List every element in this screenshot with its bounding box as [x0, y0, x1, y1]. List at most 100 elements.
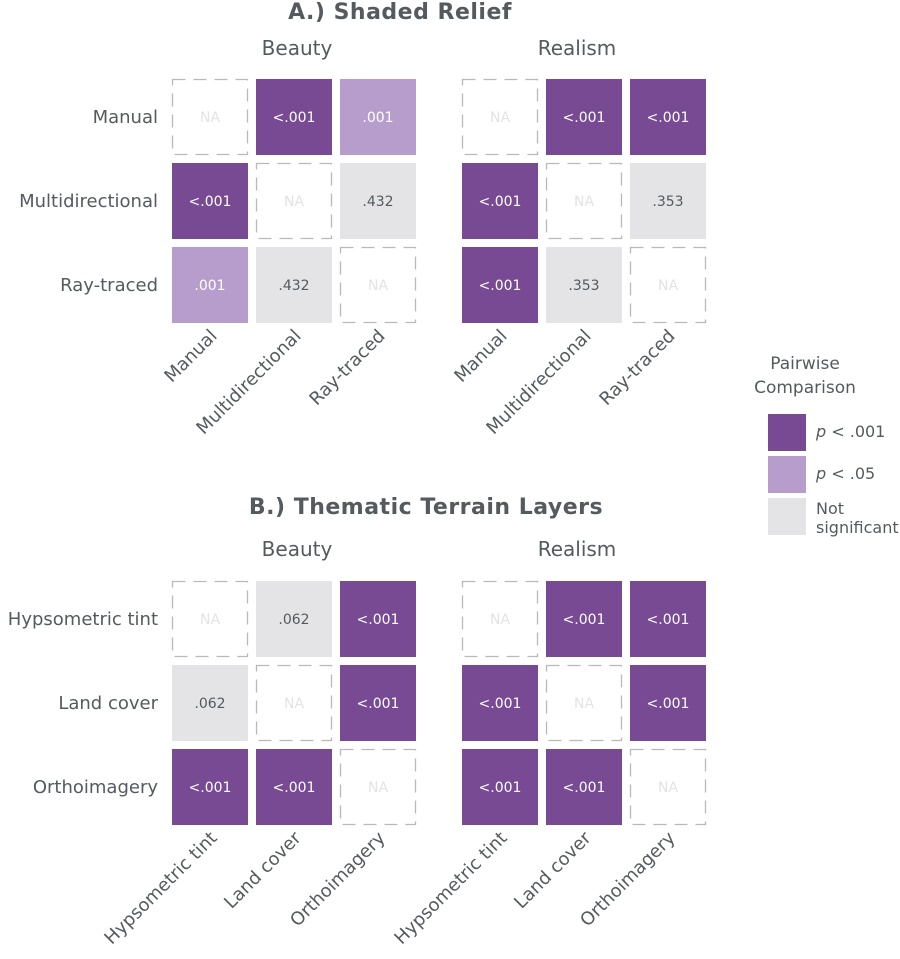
heatmap-cell-a-realism-0-2 — [630, 79, 706, 155]
legend-label-ns-line1: Not — [816, 499, 844, 518]
heatmap-cell-a-beauty-0-0 — [171, 78, 249, 156]
heatmap-cell-a-beauty-1-2 — [340, 163, 416, 239]
cell-label-a-beauty-1-2: .432 — [362, 194, 393, 210]
col-label-a-beauty-manual: Manual — [160, 326, 221, 387]
col-label-a-beauty-ray-traced: Ray-traced — [305, 326, 389, 410]
heatmap-cell-b-realism-2-0 — [462, 749, 538, 825]
col-label-b-beauty-land-cover: Land cover — [220, 827, 306, 913]
legend-title-line2: Comparison — [754, 378, 856, 398]
cell-label-b-beauty-2-0: <.001 — [189, 780, 232, 796]
heatmap-cell-b-realism-0-1 — [546, 581, 622, 657]
heatmap-cell-b-beauty-2-2 — [339, 748, 417, 826]
heatmap-cell-a-realism-0-0 — [461, 78, 539, 156]
panel-title-b-beauty: Beauty — [262, 537, 333, 561]
cell-label-b-beauty-0-1: .062 — [278, 612, 309, 628]
cell-label-b-realism-2-2: NA — [658, 780, 678, 796]
heatmap-cell-b-beauty-0-2 — [340, 581, 416, 657]
panel-title-a-beauty: Beauty — [262, 36, 333, 60]
cell-label-a-beauty-2-0: .001 — [194, 278, 225, 294]
heatmap-cell-b-beauty-0-1 — [256, 581, 332, 657]
heatmap-cell-b-realism-0-2 — [630, 581, 706, 657]
cell-label-b-realism-1-1: NA — [574, 696, 594, 712]
cell-label-a-beauty-2-1: .432 — [278, 278, 309, 294]
cell-label-b-realism-1-2: <.001 — [647, 696, 690, 712]
heatmap-a-realism: NA <.001 <.001 <.001 NA .353 <.001 .353 NA Manual… — [450, 78, 707, 439]
panel-title-b-realism: Realism — [538, 537, 617, 561]
cell-label-a-realism-1-2: .353 — [652, 194, 683, 210]
cell-label-a-realism-1-1: NA — [574, 194, 594, 210]
heatmap-cell-a-realism-2-2 — [629, 246, 707, 324]
cell-label-b-realism-2-0: <.001 — [479, 780, 522, 796]
row-label-a-beauty-manual: Manual — [93, 107, 158, 128]
heatmap-cell-b-beauty-2-0 — [172, 749, 248, 825]
row-label-b-beauty-land-cover: Land cover — [58, 693, 158, 714]
cell-label-a-beauty-1-0: <.001 — [189, 194, 232, 210]
heatmap-cell-b-realism-1-2 — [630, 665, 706, 741]
legend-title-line1: Pairwise — [770, 354, 840, 374]
cell-label-a-realism-2-0: <.001 — [479, 278, 522, 294]
cell-label-b-beauty-1-2: <.001 — [357, 696, 400, 712]
legend-label-weak: p < .05 — [815, 464, 875, 483]
legend: Pairwise Comparison p < .001 p < .05 Not… — [754, 354, 899, 537]
heatmap-cell-b-realism-2-1 — [546, 749, 622, 825]
row-label-b-beauty-hypsometric-tint: Hypsometric tint — [8, 609, 158, 630]
col-label-a-realism-manual: Manual — [450, 326, 511, 387]
heatmap-cell-a-beauty-2-2 — [339, 246, 417, 324]
cell-label-a-beauty-1-1: NA — [284, 194, 304, 210]
heatmap-cell-b-beauty-2-1 — [256, 749, 332, 825]
heatmap-cell-b-beauty-1-2 — [340, 665, 416, 741]
col-label-a-realism-ray-traced: Ray-traced — [595, 326, 679, 410]
row-label-a-beauty-ray-traced: Ray-traced — [60, 275, 158, 296]
legend-swatch-weak — [768, 456, 806, 493]
cell-label-b-beauty-0-0: NA — [200, 612, 220, 628]
heatmap-a-beauty: NA <.001 .001 <.001 NA .432 .001 .432 NA Manual Mu… — [19, 78, 417, 439]
cell-label-a-beauty-0-2: .001 — [362, 110, 393, 126]
heatmap-cell-a-realism-1-1 — [545, 162, 623, 240]
cell-label-a-realism-2-1: .353 — [568, 278, 599, 294]
panel-title-a-realism: Realism — [538, 36, 617, 60]
heatmap-cell-a-realism-2-0 — [462, 247, 538, 323]
heatmap-b-beauty: NA .062 <.001 .062 NA <.001 <.001 <.001 NA Hypsom… — [8, 580, 417, 949]
heatmap-cell-b-beauty-0-0 — [171, 580, 249, 658]
cell-label-b-realism-0-1: <.001 — [563, 612, 606, 628]
heatmap-b-realism: NA <.001 <.001 <.001 NA <.001 <.001 <.001 NA Hyps… — [390, 580, 707, 949]
col-label-b-realism-hypsometric-tint: Hypsometric tint — [390, 828, 511, 949]
heatmap-cell-a-realism-1-2 — [630, 163, 706, 239]
heatmap-cell-a-beauty-2-0 — [172, 247, 248, 323]
cell-label-a-realism-0-1: <.001 — [563, 110, 606, 126]
col-label-b-beauty-hypsometric-tint: Hypsometric tint — [100, 828, 221, 949]
section-title-b: B.) Thematic Terrain Layers — [249, 495, 603, 520]
heatmap-cell-b-realism-2-2 — [629, 748, 707, 826]
cell-label-a-realism-1-0: <.001 — [479, 194, 522, 210]
heatmap-cell-b-realism-0-0 — [461, 580, 539, 658]
cell-label-b-realism-0-2: <.001 — [647, 612, 690, 628]
heatmap-cell-a-beauty-1-0 — [172, 163, 248, 239]
heatmap-cell-b-beauty-1-1 — [255, 664, 333, 742]
heatmap-cell-b-realism-1-1 — [545, 664, 623, 742]
cell-label-b-realism-1-0: <.001 — [479, 696, 522, 712]
cell-label-a-realism-2-2: NA — [658, 278, 678, 294]
heatmap-cell-a-beauty-2-1 — [256, 247, 332, 323]
heatmap-cell-a-realism-2-1 — [546, 247, 622, 323]
heatmap-cell-a-beauty-1-1 — [255, 162, 333, 240]
cell-label-b-realism-2-1: <.001 — [563, 780, 606, 796]
cell-label-a-realism-0-2: <.001 — [647, 110, 690, 126]
cell-label-a-beauty-0-1: <.001 — [273, 110, 316, 126]
cell-label-b-realism-0-0: NA — [490, 612, 510, 628]
row-label-a-beauty-multidirectional: Multidirectional — [19, 191, 158, 212]
cell-label-b-beauty-1-1: NA — [284, 696, 304, 712]
legend-label-ns-line2: significant — [816, 518, 899, 537]
col-label-b-realism-land-cover: Land cover — [510, 827, 596, 913]
heatmap-cell-a-beauty-0-2 — [340, 79, 416, 155]
heatmap-cell-b-realism-1-0 — [462, 665, 538, 741]
legend-swatch-ns — [768, 498, 806, 535]
row-label-b-beauty-orthoimagery: Orthoimagery — [33, 777, 159, 798]
heatmap-cell-a-beauty-0-1 — [256, 79, 332, 155]
legend-swatch-strong — [768, 414, 806, 451]
cell-label-b-beauty-0-2: <.001 — [357, 612, 400, 628]
cell-label-a-beauty-2-2: NA — [368, 278, 388, 294]
cell-label-a-realism-0-0: NA — [490, 110, 510, 126]
cell-label-b-beauty-1-0: .062 — [194, 696, 225, 712]
cell-label-b-beauty-2-1: <.001 — [273, 780, 316, 796]
